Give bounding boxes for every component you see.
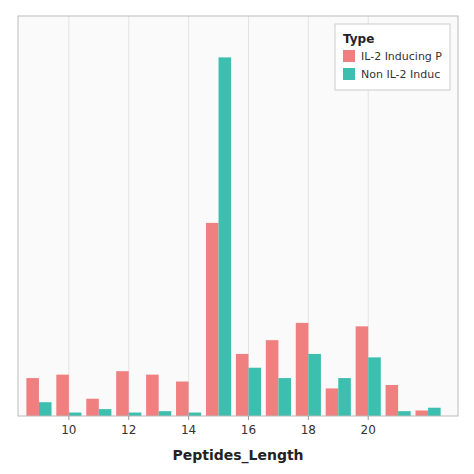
bar	[69, 413, 82, 416]
bar	[428, 408, 441, 416]
bar	[39, 402, 52, 416]
bar	[356, 326, 369, 416]
tick-mark	[308, 416, 309, 420]
bar	[189, 413, 202, 416]
bar	[338, 378, 351, 416]
tick-label: 16	[241, 423, 256, 437]
tick-label: 12	[121, 423, 136, 437]
chart: 10 12 14 16 18 20 Peptides_Length Type IL-2 Indu…	[0, 0, 474, 474]
tick-mark	[188, 416, 189, 420]
legend-label: IL-2 Inducing P	[361, 50, 442, 63]
bar	[236, 354, 249, 416]
plot-background	[18, 16, 458, 416]
bar	[56, 375, 69, 416]
tick-label: 10	[61, 423, 76, 437]
bar	[415, 410, 428, 416]
tick-label: 14	[181, 423, 196, 437]
bar	[398, 411, 411, 416]
bar	[326, 388, 339, 416]
chart-container: 10 12 14 16 18 20 Peptides_Length Type IL-2 Indu…	[0, 0, 474, 474]
grid-line	[128, 16, 129, 416]
bar	[99, 409, 112, 416]
legend-title: Type	[343, 32, 374, 46]
bars	[26, 57, 440, 416]
plot-frame	[18, 16, 458, 416]
legend-label: Non IL-2 Induc	[361, 68, 440, 81]
tick-mark	[248, 416, 249, 420]
bar	[146, 375, 159, 416]
bar	[206, 223, 219, 416]
bar	[159, 411, 172, 416]
bar	[86, 399, 99, 416]
legend-box	[335, 24, 450, 90]
tick-mark	[368, 416, 369, 420]
bar	[26, 378, 39, 416]
bar	[266, 340, 279, 416]
tick-label: 18	[301, 423, 316, 437]
bar	[248, 368, 261, 416]
tick-label: 20	[361, 423, 376, 437]
bar	[116, 371, 129, 416]
bar	[278, 378, 291, 416]
tick-mark	[68, 416, 69, 420]
bar	[176, 382, 189, 416]
legend: Type IL-2 Inducing P Non IL-2 Induc	[335, 24, 450, 90]
legend-swatch	[343, 68, 355, 80]
bar	[296, 323, 309, 416]
bar	[219, 57, 232, 416]
grid-line	[188, 16, 189, 416]
x-axis-label: Peptides_Length	[172, 447, 303, 464]
bar	[386, 385, 399, 416]
tick-mark	[128, 416, 129, 420]
grid-line	[68, 16, 69, 416]
bar	[368, 357, 381, 416]
legend-swatch	[343, 50, 355, 62]
bar	[308, 354, 321, 416]
bar	[129, 413, 142, 416]
